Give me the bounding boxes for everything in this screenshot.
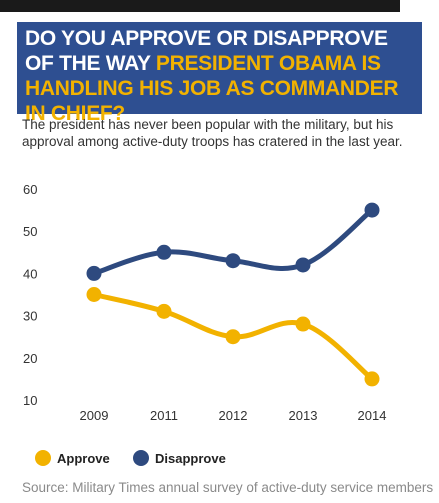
x-axis-ticks: 2009 2011 2012 2013 2014 [80, 408, 387, 423]
y-tick-label: 10 [23, 393, 37, 408]
x-tick-label: 2012 [219, 408, 248, 423]
x-tick-label: 2009 [80, 408, 109, 423]
y-tick-label: 40 [23, 266, 37, 281]
data-point-approve [295, 316, 311, 332]
headline-highlight: PRESIDENT OBAMA IS HANDLING HIS JOB AS C… [25, 52, 399, 125]
legend-label-disapprove: Disapprove [155, 450, 226, 466]
y-tick-label: 50 [23, 224, 37, 239]
data-point-approve [364, 371, 380, 387]
data-point-disapprove [86, 265, 102, 281]
series-lines [91, 207, 375, 382]
x-tick-label: 2014 [358, 408, 387, 423]
y-axis-ticks: 60 50 40 30 20 10 [23, 182, 37, 408]
data-point-approve [156, 303, 172, 319]
legend-swatch-disapprove [133, 450, 149, 466]
legend-label-approve: Approve [57, 450, 110, 466]
headline-part1: DO YOU APPROVE OR DISAPPROVE OF THE WAY [25, 27, 388, 75]
data-point-disapprove [295, 257, 311, 273]
subtitle: The president has never been popular wit… [22, 117, 403, 149]
data-point-disapprove [225, 253, 241, 269]
x-tick-label: 2011 [150, 408, 178, 423]
legend-item-approve: Approve [35, 450, 110, 466]
y-tick-label: 20 [23, 351, 37, 366]
x-tick-label: 2013 [289, 408, 318, 423]
headline: DO YOU APPROVE OR DISAPPROVE OF THE WAY … [17, 22, 422, 125]
y-tick-label: 60 [23, 182, 37, 197]
data-point-disapprove [156, 244, 172, 260]
data-point-approve [225, 329, 241, 345]
legend-item-disapprove: Disapprove [133, 450, 226, 466]
line-chart: 60 50 40 30 20 10 2009 2011 2012 2013 2014 [23, 182, 387, 423]
series-points [86, 202, 380, 387]
top-bar-corner [400, 0, 439, 12]
source-note: Source: Military Times annual survey of … [22, 480, 434, 495]
legend-swatch-approve [35, 450, 51, 466]
data-point-approve [86, 287, 102, 302]
top-bar [0, 0, 439, 12]
data-point-disapprove [364, 202, 380, 218]
y-tick-label: 30 [23, 309, 37, 324]
